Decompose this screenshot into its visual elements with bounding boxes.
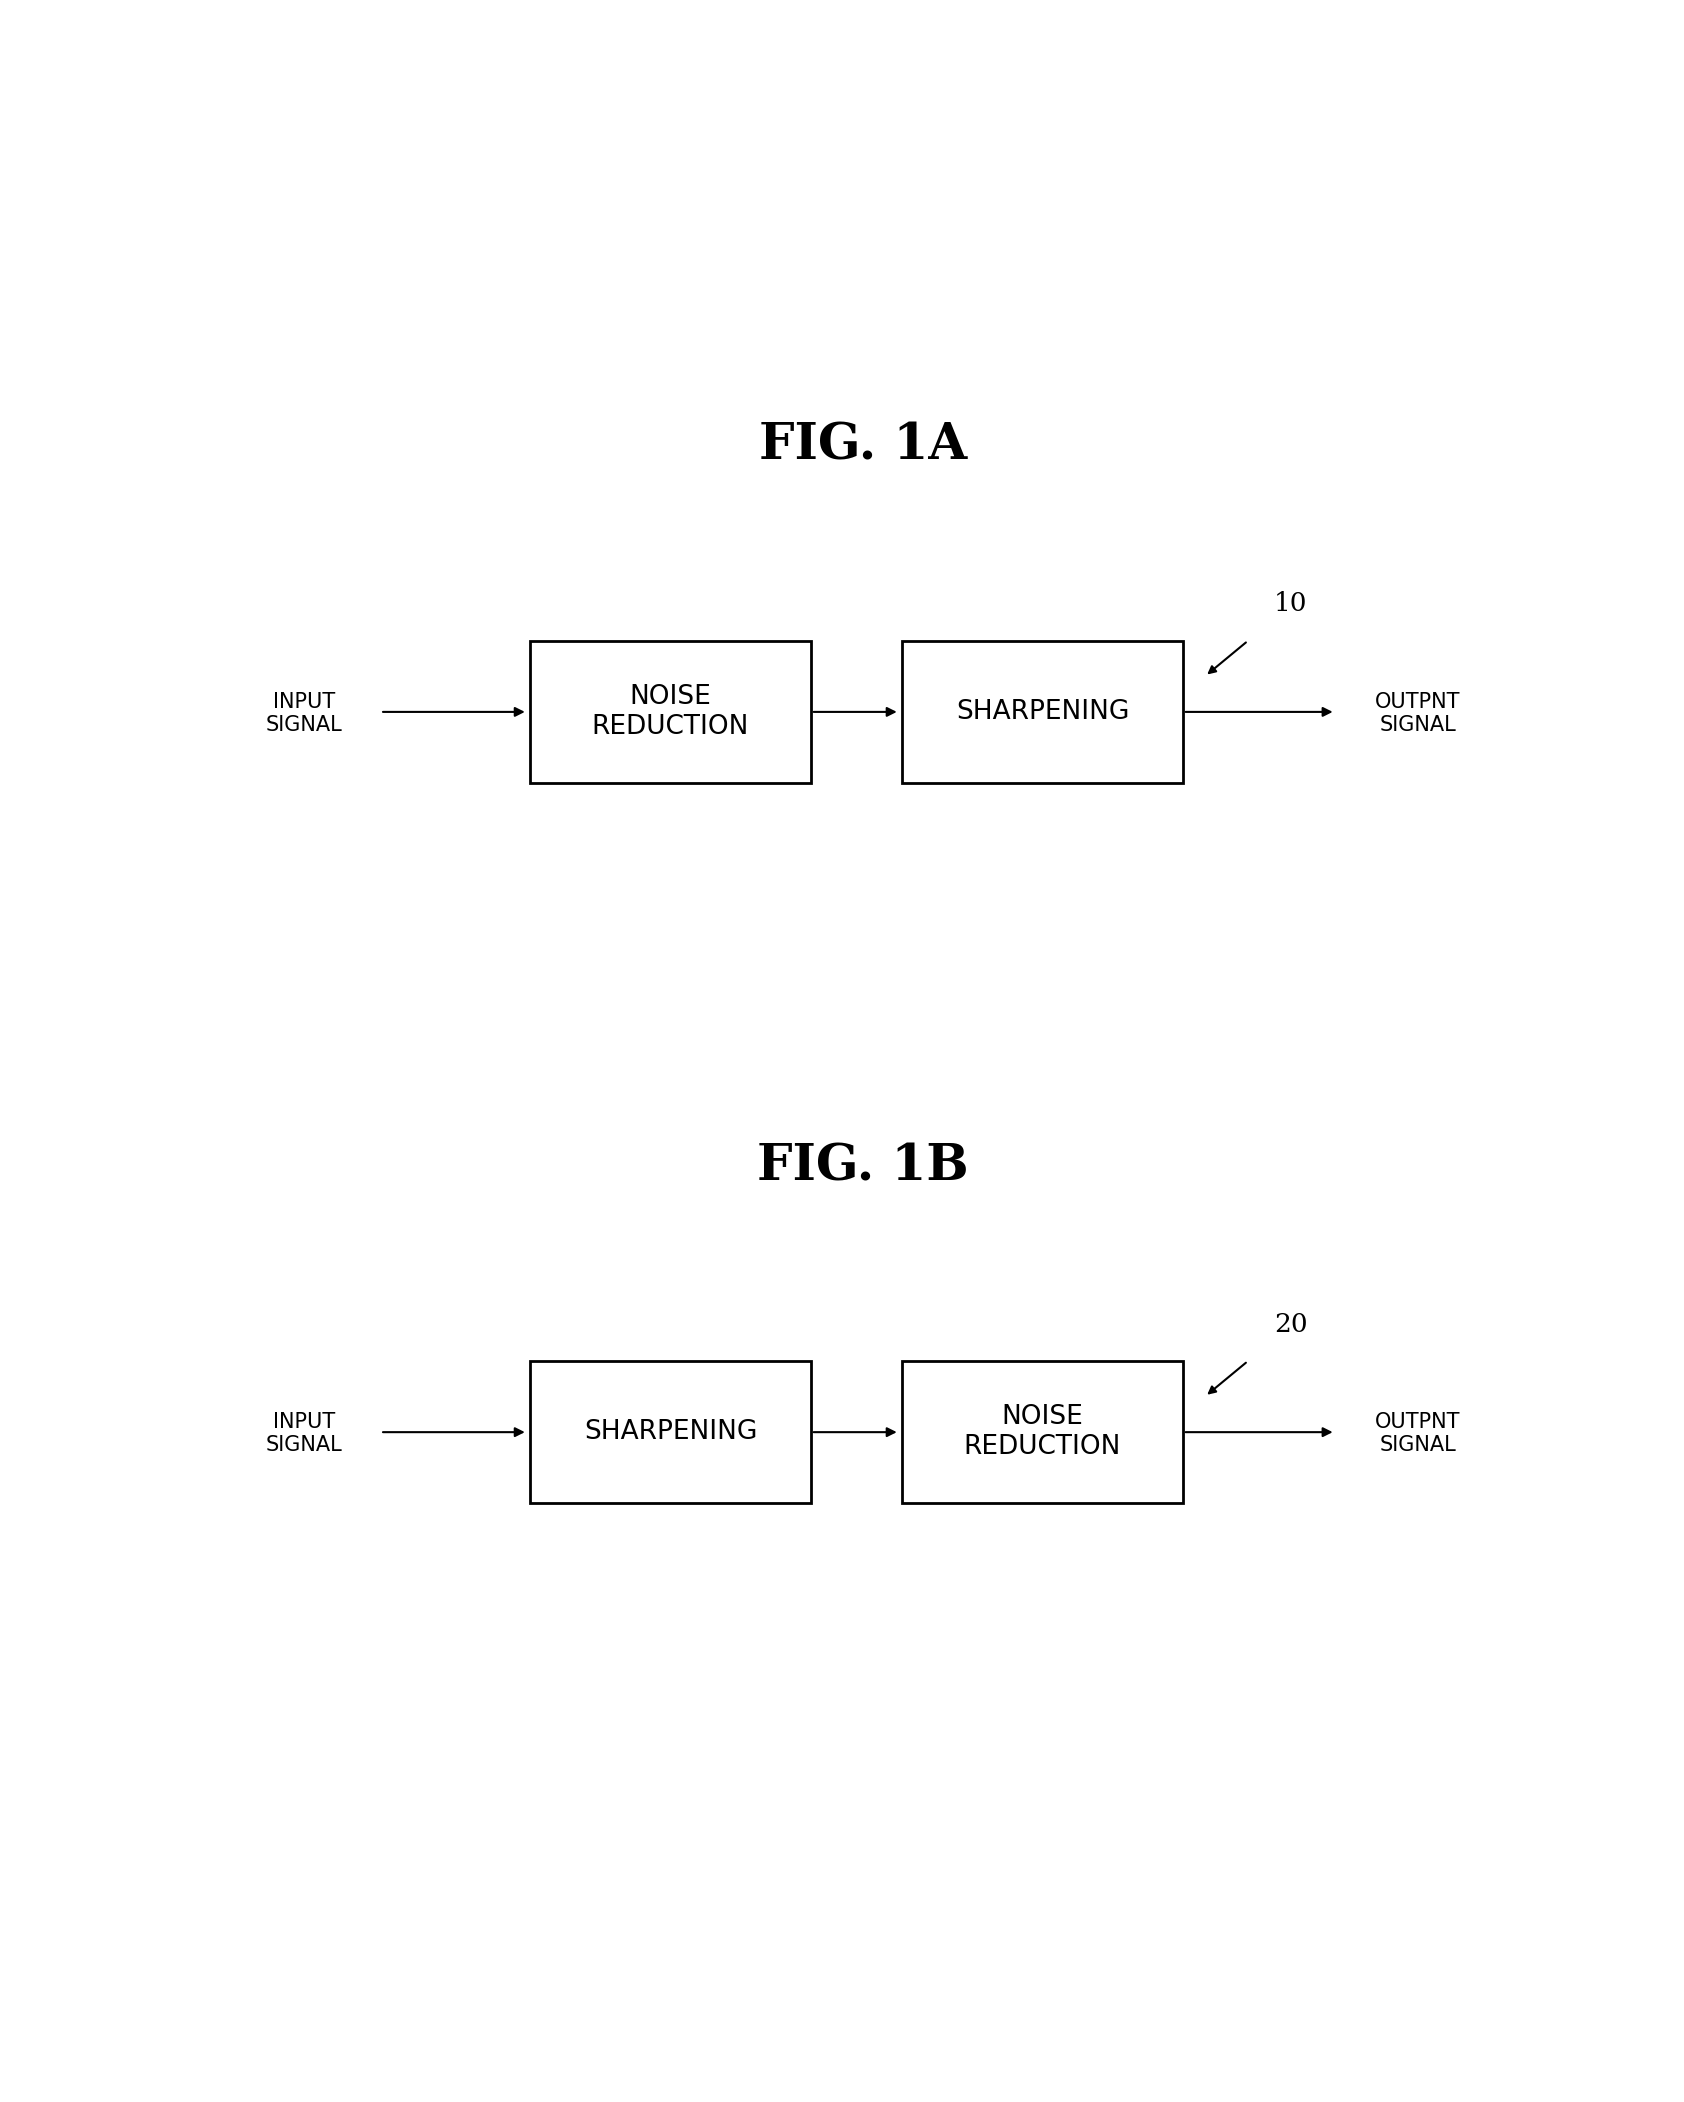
Text: OUTPNT
SIGNAL: OUTPNT SIGNAL — [1374, 692, 1460, 736]
Bar — [903, 641, 1182, 784]
Text: NOISE
REDUCTION: NOISE REDUCTION — [591, 683, 749, 740]
Text: FIG. 1B: FIG. 1B — [758, 1141, 968, 1192]
Text: SHARPENING: SHARPENING — [957, 698, 1130, 725]
Bar — [530, 641, 812, 784]
Text: NOISE
REDUCTION: NOISE REDUCTION — [963, 1404, 1122, 1461]
Bar — [530, 1360, 812, 1503]
Text: INPUT
SIGNAL: INPUT SIGNAL — [266, 1413, 344, 1455]
Text: INPUT
SIGNAL: INPUT SIGNAL — [266, 692, 344, 736]
Text: 20: 20 — [1275, 1312, 1308, 1337]
Text: SHARPENING: SHARPENING — [584, 1419, 758, 1446]
Text: OUTPNT
SIGNAL: OUTPNT SIGNAL — [1374, 1413, 1460, 1455]
Bar — [903, 1360, 1182, 1503]
Text: FIG. 1A: FIG. 1A — [759, 423, 967, 471]
Text: 10: 10 — [1275, 591, 1308, 616]
